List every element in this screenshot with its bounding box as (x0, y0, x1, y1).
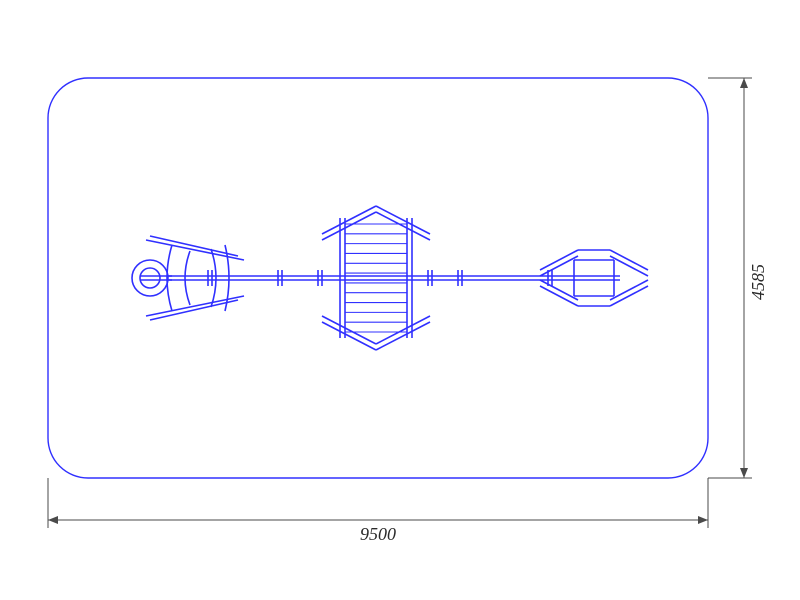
dim-width-label: 9500 (360, 524, 396, 545)
drawing-canvas: 9500 4585 (0, 0, 800, 600)
plan-drawing-svg (0, 0, 800, 600)
dim-height-label: 4585 (748, 264, 769, 300)
